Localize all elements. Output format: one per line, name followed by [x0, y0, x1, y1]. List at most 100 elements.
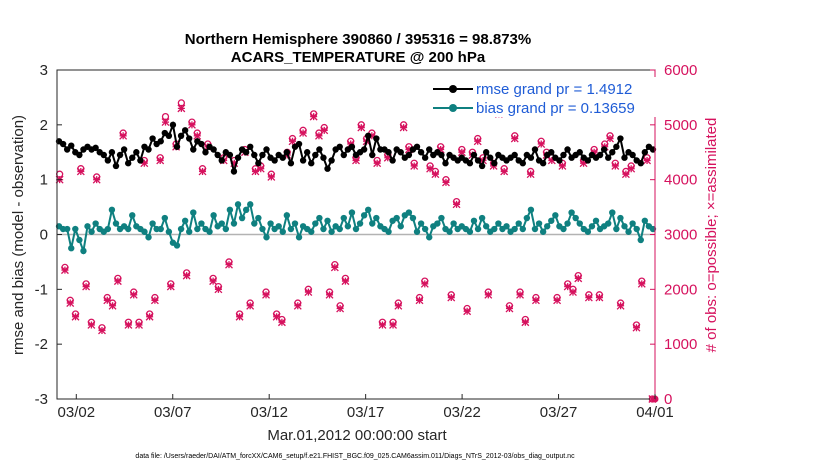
- obs-assimilated-point: [584, 293, 593, 302]
- bias-series-point: [287, 225, 295, 233]
- obs-assimilated-point: [71, 312, 80, 321]
- bias-series-point: [352, 225, 360, 233]
- rmse-series-point: [202, 149, 209, 156]
- obs-assimilated-point: [553, 296, 562, 305]
- rmse-series-point: [466, 160, 474, 167]
- right-tick-label: 3000: [664, 227, 697, 244]
- obs-assimilated-point: [161, 118, 170, 127]
- rmse-series-point: [629, 151, 636, 159]
- obs-assimilated-point: [621, 170, 630, 179]
- y-axis-left-label: rmse and bias (model - observation): [10, 115, 27, 355]
- obs-assimilated-point: [150, 296, 159, 305]
- bias-series-point: [360, 212, 368, 219]
- bias-series-point: [186, 228, 193, 235]
- rmse-series-point: [531, 146, 539, 153]
- obs-assimilated-point: [500, 167, 509, 176]
- obs-assimilated-point: [505, 304, 514, 313]
- obs-assimilated-point: [145, 312, 154, 321]
- rmse-series-point: [234, 154, 242, 161]
- bias-series-point: [434, 220, 441, 227]
- bias-series-point: [275, 223, 282, 230]
- bias-series-point: [633, 225, 640, 233]
- obs-assimilated-point: [309, 112, 318, 121]
- x-tick-label: 03/07: [154, 404, 192, 421]
- left-tick-label: -3: [35, 391, 48, 408]
- bias-series-point: [621, 223, 628, 230]
- bias-series-point: [356, 220, 364, 227]
- legend-bias-marker: [449, 104, 457, 112]
- bias-series-point: [572, 214, 579, 222]
- bias-series-point: [267, 220, 274, 227]
- obs-assimilated-point: [272, 312, 281, 321]
- bias-series-point: [474, 225, 482, 233]
- bias-series-point: [417, 220, 425, 227]
- obs-assimilated-point: [299, 129, 308, 138]
- rmse-series-point: [474, 157, 482, 164]
- obs-assimilated-point: [103, 296, 112, 305]
- obs-assimilated-point: [389, 321, 398, 329]
- bias-series-point: [234, 201, 242, 208]
- rmse-series-point: [303, 149, 311, 156]
- bias-series-point: [617, 214, 624, 222]
- obs-assimilated-point: [256, 164, 265, 173]
- rmse-series-point: [600, 146, 608, 153]
- obs-assimilated-point: [426, 164, 435, 173]
- obs-assimilated-point: [352, 156, 360, 165]
- bias-series-point: [238, 214, 246, 222]
- bias-series-point: [206, 228, 213, 235]
- obs-assimilated-point: [251, 167, 260, 176]
- obs-assimilated-point: [60, 266, 69, 275]
- bias-series-point: [413, 228, 421, 235]
- obs-assimilated-point: [452, 200, 461, 209]
- obs-assimilated-point: [225, 260, 233, 269]
- obs-assimilated-point: [420, 279, 429, 288]
- rmse-series-point: [137, 157, 144, 164]
- obs-assimilated-point: [124, 321, 133, 329]
- rmse-series-point: [198, 140, 205, 148]
- rmse-series-point: [348, 143, 356, 150]
- bias-series-point: [291, 220, 299, 227]
- x-tick-label: 03/02: [58, 404, 96, 421]
- bias-series-point: [560, 225, 567, 233]
- obs-assimilated-point: [262, 290, 270, 299]
- rmse-series-point: [491, 160, 498, 167]
- obs-assimilated-point: [98, 326, 106, 335]
- obs-assimilated-point: [119, 131, 128, 140]
- obs-assimilated-point: [113, 277, 122, 286]
- bias-series-point: [84, 223, 91, 230]
- obs-assimilated-point: [606, 134, 614, 143]
- bias-series-point: [405, 209, 413, 216]
- bias-series-point: [519, 225, 526, 233]
- obs-assimilated-point: [336, 304, 345, 313]
- bias-series-point: [470, 217, 478, 224]
- left-tick-label: 1: [40, 172, 48, 189]
- x-tick-label: 03/27: [540, 404, 578, 421]
- rmse-series-point: [470, 151, 478, 159]
- bias-series-point: [511, 225, 518, 233]
- bias-series-point: [491, 225, 498, 233]
- obs-assimilated-point: [235, 312, 244, 321]
- obs-assimilated-point: [230, 159, 239, 168]
- bias-series-point: [320, 225, 327, 233]
- obs-assimilated-point: [436, 145, 445, 154]
- rmse-series-point: [336, 143, 343, 150]
- obs-assimilated-point: [330, 263, 339, 272]
- obs-assimilated-point: [537, 140, 546, 148]
- rmse-series-point: [218, 157, 225, 164]
- rmse-series-point: [621, 154, 628, 161]
- rmse-series-point: [605, 154, 612, 161]
- right-tick-label: 2000: [664, 281, 697, 298]
- rmse-series-point: [173, 143, 181, 150]
- rmse-series-point: [389, 157, 396, 164]
- rmse-series-point: [129, 154, 136, 161]
- bias-series-point: [548, 217, 555, 224]
- bias-series-point: [527, 206, 535, 214]
- rmse-series-point: [287, 160, 295, 167]
- bias-series-point: [605, 220, 612, 227]
- legend: rmse grand pr = 1.4912 bias grand pr = 0…: [430, 77, 656, 117]
- rmse-series-point: [478, 162, 486, 170]
- bias-series-point: [552, 212, 559, 219]
- bias-series-point: [104, 225, 112, 233]
- rmse-series-point: [149, 135, 156, 142]
- bias-series-point: [592, 217, 600, 224]
